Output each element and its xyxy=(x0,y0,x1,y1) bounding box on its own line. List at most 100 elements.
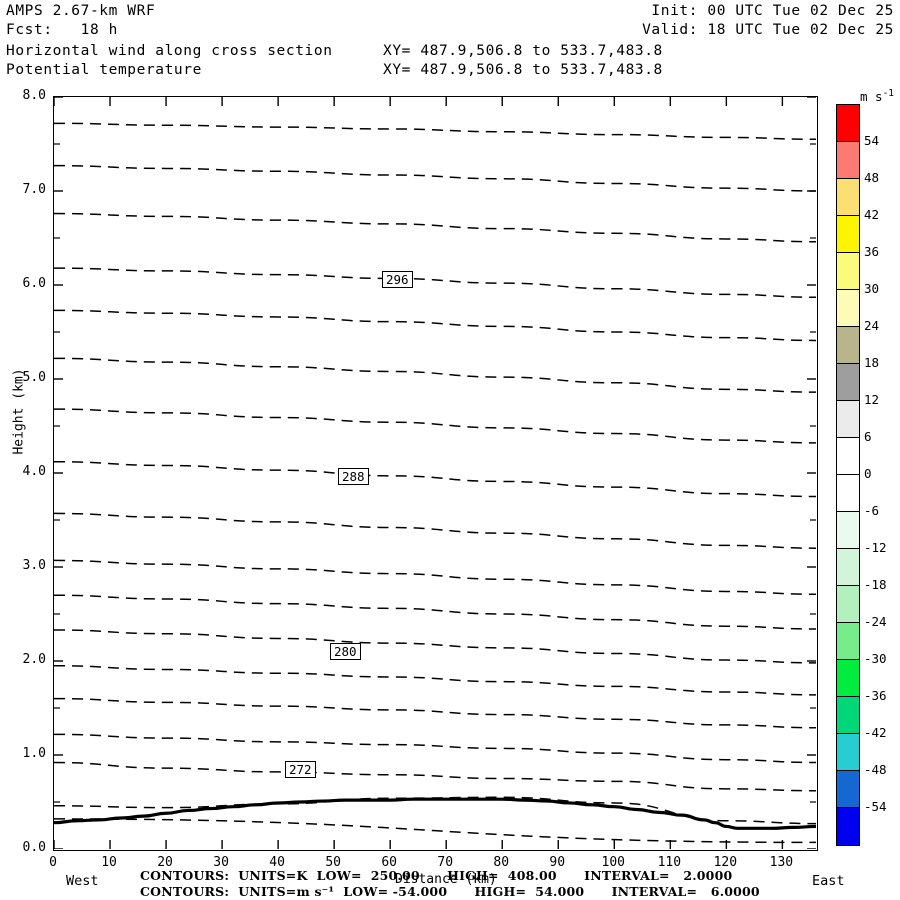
colorbar-tick--54: -54 xyxy=(864,799,887,814)
y-axis-title: Height (km) xyxy=(11,368,27,455)
colorbar-tick-12: 12 xyxy=(864,392,880,407)
colorbar-tick-36: 36 xyxy=(864,244,880,259)
colorbar-tick--24: -24 xyxy=(864,614,887,629)
x-tick-60: 60 xyxy=(381,855,397,870)
isentrope-contours xyxy=(54,122,816,844)
colorbar-tick-30: 30 xyxy=(864,281,880,296)
east-label: East xyxy=(812,873,845,889)
colorbar-units: m s-1 xyxy=(860,88,894,104)
isentrope-294 xyxy=(54,309,816,342)
cross-section-coords-1: XY= 487.9,506.8 to 533.7,483.8 xyxy=(383,43,663,59)
wind-speed-colorbar[interactable] xyxy=(836,104,860,846)
axis-ticks xyxy=(54,97,816,849)
isentrope-276 xyxy=(54,697,816,729)
colorbar-cell--54-to--60[interactable] xyxy=(837,808,859,845)
caption-wind-contours: CONTOURS: UNITS=m s⁻¹ LOW= -54.000 HIGH=… xyxy=(140,884,760,899)
isentrope-272 xyxy=(54,761,816,792)
y-tick-1.0: 1.0 xyxy=(22,746,46,761)
x-tick-40: 40 xyxy=(269,855,285,870)
colorbar-cell--18-to--24[interactable] xyxy=(837,586,859,623)
y-tick-7.0: 7.0 xyxy=(22,182,46,197)
colorbar-units-exponent: -1 xyxy=(882,88,895,99)
y-tick-3.0: 3.0 xyxy=(22,558,46,573)
colorbar-cell-42-to-36[interactable] xyxy=(837,216,859,253)
x-axis-title: Distance (km) xyxy=(395,872,497,887)
terrain-profile xyxy=(54,797,816,830)
field-label-wind: Horizontal wind along cross section xyxy=(6,43,333,59)
colorbar-cell--6-to--12[interactable] xyxy=(837,512,859,549)
isentrope-288 xyxy=(54,460,816,498)
colorbar-tick--12: -12 xyxy=(864,540,887,555)
colorbar-cell--30-to--36[interactable] xyxy=(837,660,859,697)
isentrope-284 xyxy=(54,559,816,596)
isentrope-278 xyxy=(54,664,816,696)
colorbar-tick-54: 54 xyxy=(864,133,880,148)
west-label: West xyxy=(66,873,99,889)
x-tick-80: 80 xyxy=(493,855,510,870)
colorbar-cell-12-to-6[interactable] xyxy=(837,401,859,438)
colorbar-cell--36-to--42[interactable] xyxy=(837,697,859,734)
colorbar-tick--30: -30 xyxy=(864,651,887,666)
colorbar-cell-24-to-18[interactable] xyxy=(837,327,859,364)
x-tick-110: 110 xyxy=(657,855,682,870)
x-tick-20: 20 xyxy=(157,855,173,870)
isentrope-296 xyxy=(54,267,816,298)
isentrope-300 xyxy=(54,164,816,192)
x-tick-50: 50 xyxy=(325,855,341,870)
x-tick-70: 70 xyxy=(437,855,454,870)
y-tick-2.0: 2.0 xyxy=(22,652,46,667)
plot-canvas xyxy=(54,97,816,849)
colorbar-cell-54-to-48[interactable] xyxy=(837,142,859,179)
colorbar-cell-36-to-30[interactable] xyxy=(837,253,859,290)
colorbar-cell--24-to--30[interactable] xyxy=(837,623,859,660)
isentrope-290 xyxy=(54,408,816,444)
header-block: AMPS 2.67-km WRF Fcst: 18 h Horizontal w… xyxy=(0,0,900,86)
colorbar-cell-60-to-54[interactable] xyxy=(837,105,859,142)
y-tick-6.0: 6.0 xyxy=(22,276,46,291)
x-tick-130: 130 xyxy=(769,855,794,870)
colorbar-tick--6: -6 xyxy=(864,503,880,518)
y-tick-0.0: 0.0 xyxy=(22,840,46,855)
colorbar-cell-18-to-12[interactable] xyxy=(837,364,859,401)
x-tick-0: 0 xyxy=(49,855,57,870)
x-tick-90: 90 xyxy=(549,855,566,870)
y-tick-4.0: 4.0 xyxy=(22,464,46,479)
colorbar-cell-0-to--6[interactable] xyxy=(837,475,859,512)
colorbar-cell--42-to--48[interactable] xyxy=(837,734,859,771)
colorbar-cell-6-to-0[interactable] xyxy=(837,438,859,475)
colorbar-tick-6: 6 xyxy=(864,429,872,444)
isentrope-268 xyxy=(54,818,816,844)
contour-label-288: 288 xyxy=(338,468,369,485)
colorbar-tick-18: 18 xyxy=(864,355,880,370)
colorbar-tick--42: -42 xyxy=(864,725,887,740)
isentrope-286 xyxy=(54,512,816,549)
colorbar-cell--48-to--54[interactable] xyxy=(837,771,859,808)
colorbar-cell-30-to-24[interactable] xyxy=(837,290,859,327)
colorbar-tick--18: -18 xyxy=(864,577,887,592)
isentrope-298 xyxy=(54,212,816,243)
colorbar-cell--12-to--18[interactable] xyxy=(837,549,859,586)
terrain-line xyxy=(54,797,816,830)
contour-label-272: 272 xyxy=(285,761,316,778)
x-tick-30: 30 xyxy=(213,855,229,870)
colorbar-tick-42: 42 xyxy=(864,207,880,222)
init-time: Init: 00 UTC Tue 02 Dec 25 xyxy=(651,3,894,19)
colorbar-tick-24: 24 xyxy=(864,318,880,333)
isentrope-282 xyxy=(54,594,816,630)
colorbar-tick--48: -48 xyxy=(864,762,887,777)
colorbar-tick--36: -36 xyxy=(864,688,887,703)
colorbar-tick-48: 48 xyxy=(864,170,880,185)
colorbar-cell-48-to-42[interactable] xyxy=(837,179,859,216)
isentrope-292 xyxy=(54,357,816,393)
y-tick-8.0: 8.0 xyxy=(22,88,46,103)
valid-time: Valid: 18 UTC Tue 02 Dec 25 xyxy=(642,22,894,38)
colorbar-tick-0: 0 xyxy=(864,466,872,481)
forecast-hour: Fcst: 18 h xyxy=(6,22,118,38)
x-tick-100: 100 xyxy=(601,855,626,870)
cross-section-coords-2: XY= 487.9,506.8 to 533.7,483.8 xyxy=(383,62,663,78)
isentrope-280 xyxy=(54,629,816,664)
contour-label-280: 280 xyxy=(330,643,361,660)
x-tick-120: 120 xyxy=(713,855,738,870)
cross-section-plot xyxy=(53,96,818,851)
isentrope-302 xyxy=(54,122,816,141)
